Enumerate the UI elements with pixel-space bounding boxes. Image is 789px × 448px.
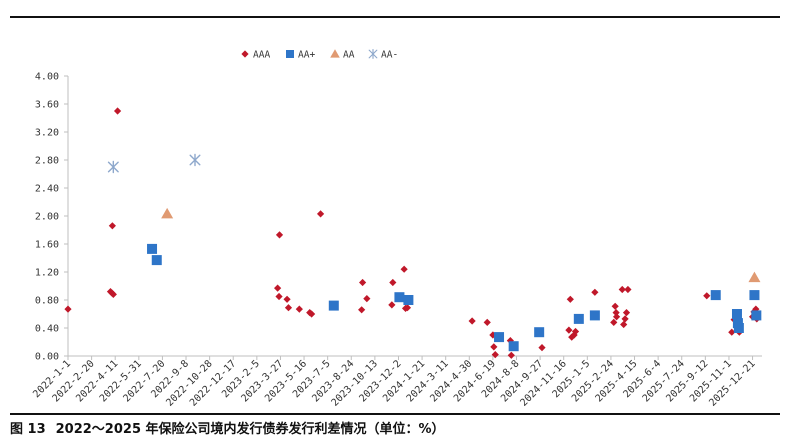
y-axis: 0.00 0.40 0.80 1.20 1.60 2.00 2.40 2.80 3.20 3.60… [35,72,69,363]
point-aaa [358,278,367,287]
point-aaa [610,318,618,326]
point-aaa [108,222,116,230]
point-aaa [109,290,117,298]
point-aaa [611,302,619,310]
point-aa-plus [573,313,584,324]
point-aaa [506,337,514,345]
point-aa-minus [107,160,119,174]
point-aaa [620,320,628,329]
point-aaa [358,306,366,314]
point-aaa [591,288,599,296]
point-aaa [275,292,283,301]
point-aa-plus [749,290,760,301]
point-aaa [283,295,291,303]
point-aaa [274,284,282,292]
point-aaa [113,107,122,115]
point-aa-plus [147,243,158,254]
point-aa-plus [151,255,162,266]
point-aaa [703,292,711,300]
point-aaa [490,343,498,351]
legend-marker-aa-plus [286,50,294,58]
point-aa-plus [731,309,742,319]
point-aa-plus [710,290,721,301]
point-aaa [295,305,303,313]
legend-label-aa-minus: AA- [381,50,398,61]
y-tick-label: 3.20 [35,128,59,139]
point-aaa [400,265,408,273]
point-aaa [565,326,573,334]
y-tick-label: 0.40 [35,324,59,335]
x-axis: 2022-1-12022-2-202022-4-112022-5-312022-… [31,355,762,409]
legend-marker-aa [330,49,340,58]
legend-label-aaa: AAA [253,50,270,61]
point-aaa [538,344,546,352]
point-aa-plus [394,292,405,303]
y-tick-label: 4.00 [35,72,59,83]
point-aaa [491,351,499,359]
y-tick-label: 1.60 [35,240,59,251]
legend-marker-aaa [241,50,249,58]
point-aa-plus [534,327,545,338]
point-aaa [621,315,629,323]
point-aaa [618,285,626,294]
figure-caption: 图 13 2022～2025 年保险公司境内发行债券发行利差情况（单位：%） [10,413,780,443]
legend-marker-aa-minus [368,49,378,59]
y-tick-label: 0.80 [35,296,59,307]
point-aaa [403,304,412,312]
point-aa-plus [508,341,519,352]
plot-points [64,107,762,359]
point-aaa [571,327,580,336]
figure-title: 2022～2025 年保险公司境内发行债券发行利差情况（单位：%） [55,422,445,437]
point-aa-plus [733,323,744,333]
legend-label-aa-plus: AA+ [298,50,315,61]
y-tick-label: 3.60 [35,100,59,111]
figure-number: 图 13 [10,422,46,437]
point-aa-plus [403,295,414,305]
point-aaa [507,351,515,359]
point-aaa [728,328,736,336]
point-aa [748,271,761,283]
point-aaa [284,304,293,312]
point-aaa [483,318,491,326]
point-aaa [316,210,325,218]
y-tick-label: 2.80 [35,156,59,167]
point-aa-plus [328,300,339,311]
y-tick-label: 2.40 [35,184,59,195]
point-aaa [468,317,476,325]
point-aaa [275,231,284,239]
point-aaa [612,309,620,317]
legend-label-aa: AA [343,50,355,61]
point-aaa [752,305,760,313]
y-tick-label: 1.20 [35,268,59,279]
point-aa-minus [189,153,201,167]
point-aaa [568,333,576,341]
point-aaa [622,309,631,317]
scatter-chart: AAA AA+ AA AA- 0.00 0.40 0.80 1.20 1.60 2.00 2.40… [31,49,762,409]
point-aaa [566,295,574,303]
point-aaa [612,313,621,321]
point-aaa [308,310,316,318]
point-aa [161,207,174,219]
y-tick-label: 2.00 [35,212,59,223]
top-rule [10,16,780,18]
point-aa-plus [589,310,600,321]
y-tick-label: 0.00 [35,352,59,363]
point-aaa [389,278,397,287]
point-aaa [624,285,632,294]
point-aa-plus [751,310,762,321]
legend: AAA AA+ AA AA- [241,49,398,61]
point-aa-plus [494,332,505,343]
point-aaa [388,301,396,309]
point-aaa [363,295,371,303]
point-aaa [64,305,72,313]
